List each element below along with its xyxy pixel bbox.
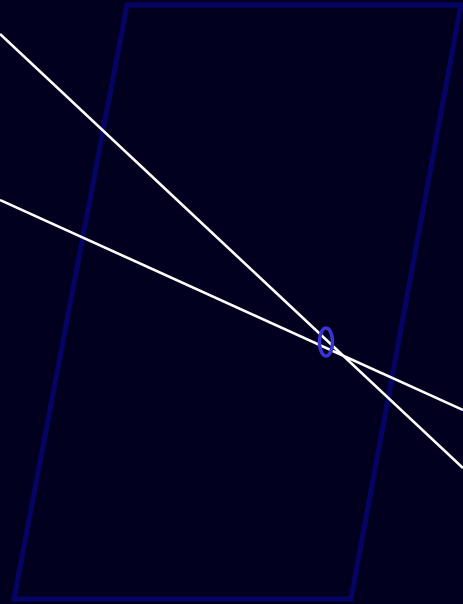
shallow-white-line (0, 198, 463, 412)
steep-white-line (0, 33, 463, 469)
intersection-marker-ring[interactable] (317, 326, 335, 358)
slanted-panel-outline (10, 2, 463, 602)
